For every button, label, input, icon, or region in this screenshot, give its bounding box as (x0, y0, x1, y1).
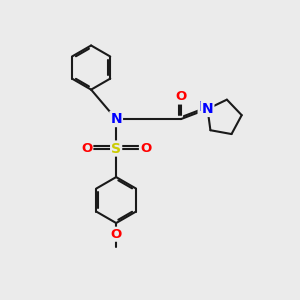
Text: S: S (111, 142, 121, 155)
Text: O: O (81, 142, 92, 155)
Text: N: N (199, 100, 210, 114)
Text: N: N (110, 112, 122, 126)
Text: N: N (202, 102, 213, 116)
Text: O: O (110, 228, 122, 241)
Text: O: O (140, 142, 151, 155)
Text: O: O (175, 91, 187, 103)
